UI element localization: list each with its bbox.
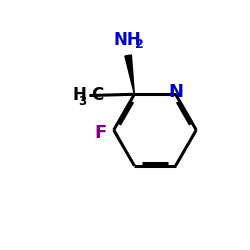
Text: 3: 3 bbox=[78, 94, 86, 108]
Text: H: H bbox=[72, 86, 86, 104]
Text: N: N bbox=[168, 83, 183, 101]
Text: 2: 2 bbox=[135, 38, 144, 51]
Text: C: C bbox=[91, 86, 103, 104]
Text: F: F bbox=[94, 124, 106, 142]
Text: NH: NH bbox=[113, 31, 141, 49]
Polygon shape bbox=[125, 55, 134, 94]
